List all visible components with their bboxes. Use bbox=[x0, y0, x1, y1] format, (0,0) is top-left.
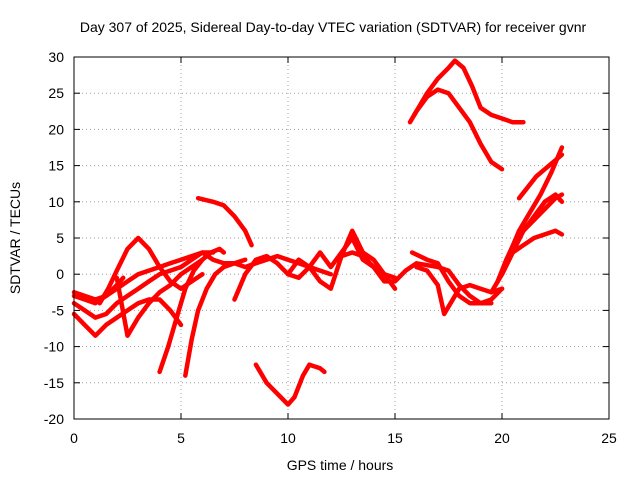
series-line-track-22 bbox=[495, 145, 565, 284]
y-tick-label: -5 bbox=[52, 302, 65, 318]
y-tick-label: 30 bbox=[48, 49, 64, 65]
y-tick-label: 5 bbox=[56, 230, 64, 246]
series-line-track-8 bbox=[183, 257, 248, 378]
series-line-track-2 bbox=[71, 250, 216, 320]
series-line-track-11 bbox=[253, 362, 327, 407]
x-axis-label: GPS time / hours bbox=[287, 457, 394, 473]
y-tick-label: 10 bbox=[48, 194, 64, 210]
series-line-track-15 bbox=[414, 264, 505, 317]
series-line-track-20 bbox=[499, 192, 565, 277]
axis-ticks: 0 5 10 15 20 25 -20 -15 -10 -5 0 5 10 15 20 25 30 bbox=[44, 49, 617, 446]
x-tick-label: 5 bbox=[177, 430, 185, 446]
y-tick-label: -15 bbox=[44, 375, 64, 391]
y-tick-label: 15 bbox=[48, 158, 64, 174]
series-line-track-3 bbox=[71, 297, 184, 338]
y-tick-label: -10 bbox=[44, 339, 64, 355]
chart-title: Day 307 of 2025, Sidereal Day-to-day VTE… bbox=[80, 19, 587, 35]
series-layer bbox=[71, 58, 565, 407]
x-tick-label: 15 bbox=[387, 430, 403, 446]
x-tick-label: 20 bbox=[494, 430, 510, 446]
series-line-track-14 bbox=[409, 250, 505, 306]
series-line-track-12 bbox=[285, 228, 398, 291]
y-tick-label: 0 bbox=[56, 266, 64, 282]
series-line-track-13 bbox=[339, 250, 494, 306]
y-axis-label: SDTVAR / TECUs bbox=[7, 182, 23, 294]
series-line-track-17 bbox=[412, 58, 526, 125]
x-tick-label: 0 bbox=[70, 430, 78, 446]
x-tick-label: 25 bbox=[601, 430, 617, 446]
y-tick-label: 25 bbox=[48, 85, 64, 101]
x-tick-label: 10 bbox=[280, 430, 296, 446]
y-tick-label: 20 bbox=[48, 121, 64, 137]
series-line-track-7 bbox=[157, 246, 227, 375]
series-line-track-9 bbox=[195, 195, 254, 248]
y-tick-label: -20 bbox=[44, 411, 64, 427]
series-line-track-6 bbox=[114, 257, 205, 338]
grid-lines bbox=[74, 57, 609, 419]
